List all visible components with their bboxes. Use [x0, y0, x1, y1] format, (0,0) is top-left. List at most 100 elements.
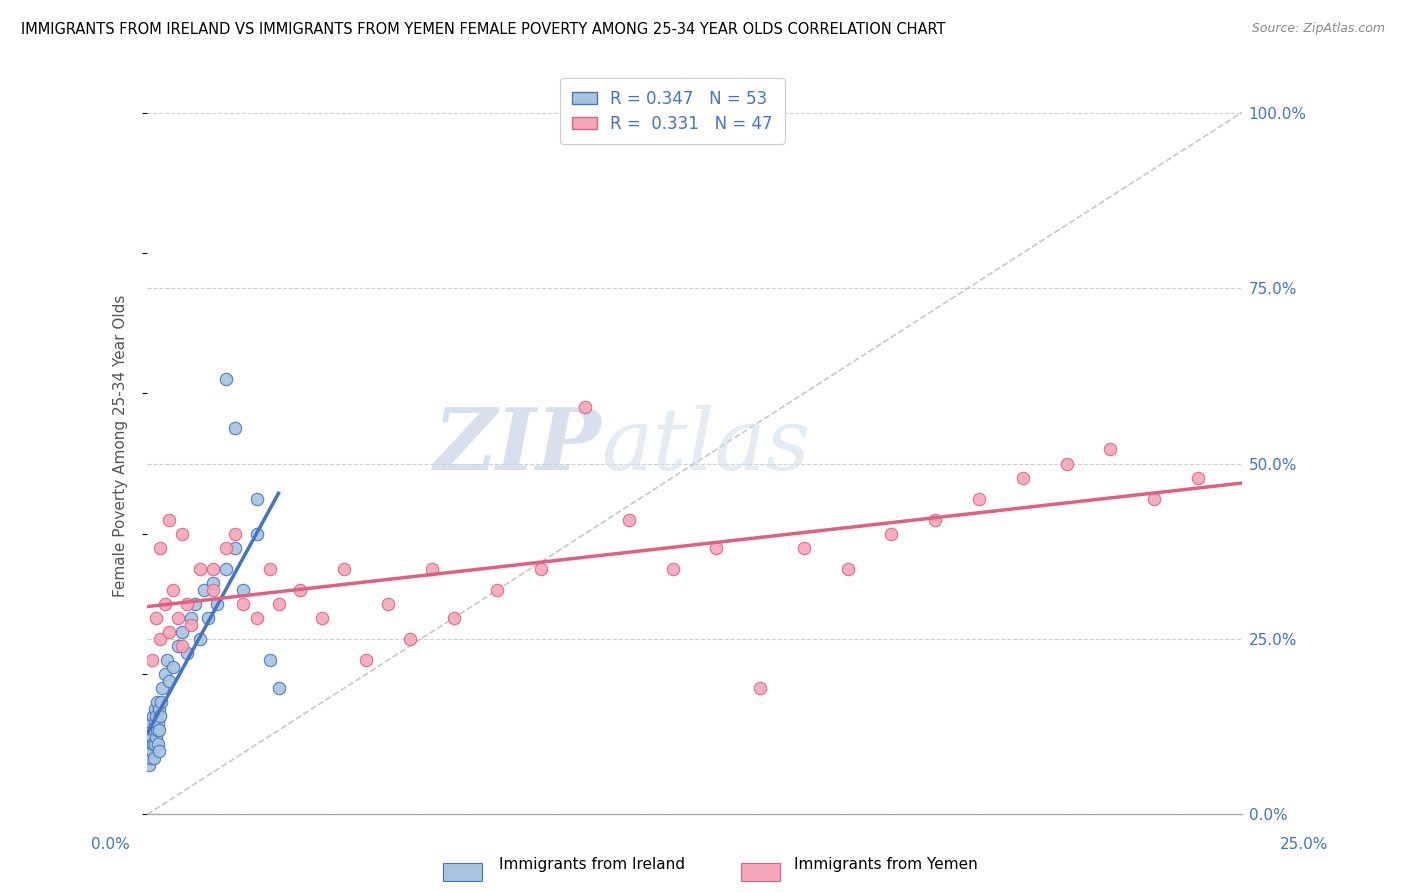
Text: 0.0%: 0.0% — [91, 837, 131, 852]
Point — [201, 562, 224, 576]
Point — [149, 632, 172, 646]
Text: IMMIGRANTS FROM IRELAND VS IMMIGRANTS FROM YEMEN FEMALE POVERTY AMONG 25-34 YEAR: IMMIGRANTS FROM IRELAND VS IMMIGRANTS FR… — [21, 22, 946, 37]
Point — [486, 582, 509, 597]
Point — [146, 716, 169, 731]
Point — [197, 611, 219, 625]
Point — [617, 513, 640, 527]
Point — [157, 624, 180, 639]
Point — [704, 541, 727, 555]
Point — [153, 667, 176, 681]
Point — [172, 639, 194, 653]
Point — [148, 702, 170, 716]
Point — [180, 618, 202, 632]
Point — [267, 681, 290, 695]
Text: ZIP: ZIP — [433, 404, 602, 488]
Point — [224, 421, 246, 435]
Point — [215, 541, 238, 555]
Point — [184, 597, 207, 611]
Point — [143, 751, 166, 765]
Y-axis label: Female Poverty Among 25-34 Year Olds: Female Poverty Among 25-34 Year Olds — [114, 294, 128, 597]
Point — [246, 526, 269, 541]
Point — [530, 562, 553, 576]
Point — [267, 597, 290, 611]
Text: Immigrants from Ireland: Immigrants from Ireland — [499, 857, 685, 872]
Point — [1056, 457, 1078, 471]
Point — [201, 575, 224, 590]
Point — [188, 562, 211, 576]
Point — [162, 660, 184, 674]
Point — [246, 491, 269, 506]
Point — [139, 737, 162, 751]
Point — [142, 737, 165, 751]
Point — [176, 646, 198, 660]
Point — [215, 562, 238, 576]
Point — [138, 758, 160, 772]
Point — [259, 653, 281, 667]
Point — [142, 709, 165, 723]
Point — [172, 526, 194, 541]
Point — [837, 562, 859, 576]
Point — [145, 709, 167, 723]
Point — [311, 611, 333, 625]
Point — [157, 513, 180, 527]
Point — [146, 723, 169, 738]
Point — [224, 541, 246, 555]
Point — [924, 513, 946, 527]
Point — [153, 597, 176, 611]
Point — [136, 751, 159, 765]
Point — [157, 674, 180, 689]
Point — [152, 681, 174, 695]
Point — [880, 526, 903, 541]
Point — [143, 702, 166, 716]
Point — [180, 611, 202, 625]
Point — [420, 562, 443, 576]
Point — [142, 723, 165, 738]
Point — [193, 582, 215, 597]
Point — [232, 582, 254, 597]
Point — [138, 737, 160, 751]
Point — [1187, 470, 1209, 484]
Text: atlas: atlas — [602, 405, 810, 487]
Point — [201, 582, 224, 597]
Point — [377, 597, 399, 611]
Point — [354, 653, 377, 667]
Point — [139, 751, 162, 765]
Point — [224, 526, 246, 541]
Point — [232, 597, 254, 611]
Text: Immigrants from Yemen: Immigrants from Yemen — [794, 857, 979, 872]
Point — [574, 401, 596, 415]
Point — [176, 597, 198, 611]
Point — [333, 562, 356, 576]
Point — [749, 681, 772, 695]
Point — [145, 611, 167, 625]
Point — [443, 611, 465, 625]
Point — [166, 639, 188, 653]
Point — [188, 632, 211, 646]
Point — [141, 744, 163, 758]
Point — [145, 731, 167, 745]
Point — [661, 562, 683, 576]
Point — [156, 653, 179, 667]
Point — [139, 744, 162, 758]
Point — [1143, 491, 1166, 506]
Point — [215, 372, 238, 386]
Point — [162, 582, 184, 597]
Point — [967, 491, 990, 506]
Point — [148, 744, 170, 758]
Point — [139, 731, 162, 745]
Point — [141, 716, 163, 731]
Text: 25.0%: 25.0% — [1281, 837, 1329, 852]
Point — [793, 541, 815, 555]
Point — [149, 709, 172, 723]
Point — [246, 611, 269, 625]
Point — [1011, 470, 1033, 484]
Point — [141, 653, 163, 667]
Point — [259, 562, 281, 576]
Point — [141, 731, 163, 745]
Point — [1099, 442, 1122, 457]
Point — [399, 632, 422, 646]
Point — [166, 611, 188, 625]
Text: Source: ZipAtlas.com: Source: ZipAtlas.com — [1251, 22, 1385, 36]
Point — [149, 541, 172, 555]
Point — [172, 624, 194, 639]
